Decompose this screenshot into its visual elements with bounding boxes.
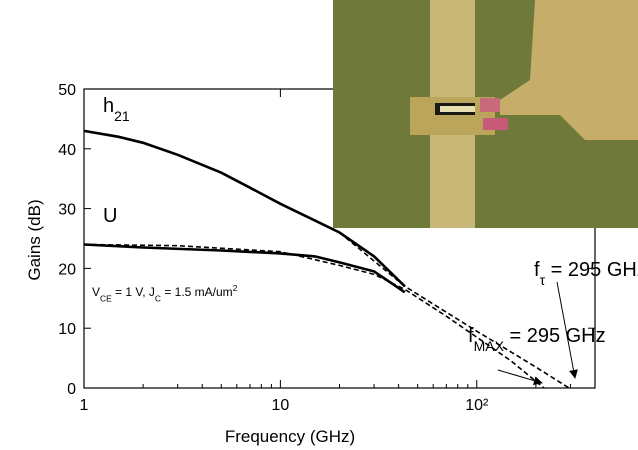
annotation: fMAX = 295 GHz: [468, 325, 606, 354]
annotation: fτ = 295 GHz: [534, 259, 638, 288]
y-tick-label: 40: [58, 142, 76, 159]
y-tick-label: 0: [67, 381, 76, 398]
annotation-part: f: [468, 325, 474, 347]
inset-photo: [333, 0, 638, 228]
y-tick-label: 20: [58, 261, 76, 278]
annotation-part: MAX: [474, 338, 505, 354]
series-line: [83, 129, 406, 288]
annotation-part: C: [155, 293, 161, 303]
x-tick-label: 10: [271, 397, 289, 414]
annotation-part: τ: [540, 272, 546, 288]
annotation-part: f: [534, 259, 540, 281]
annotation-part: 21: [114, 108, 130, 124]
y-tick-label: 50: [58, 82, 76, 99]
annotation: h21: [103, 95, 130, 124]
annotation-part: CE: [100, 293, 112, 303]
y-tick-label: 10: [58, 321, 76, 338]
annotation-part: U: [103, 205, 117, 227]
annotation-part: = 295 GHz: [545, 259, 638, 281]
annotation: VCE = 1 V, JC = 1.5 mA/um2: [92, 283, 238, 303]
annotation-part: h: [103, 95, 114, 117]
annotation-part: V: [92, 285, 100, 299]
series-line: [338, 231, 570, 389]
arrow: [556, 281, 578, 379]
x-axis-label: Frequency (GHz): [225, 427, 355, 446]
series-line: [83, 243, 545, 389]
x-tick-label: 10²: [465, 397, 489, 414]
arrow: [497, 369, 543, 386]
annotation-part: = 1.5 mA/um: [161, 285, 233, 299]
series-line: [83, 243, 406, 294]
plot-area: 0 10 20 30 40 50 1 10 10²: [58, 82, 596, 414]
y-axis-label: Gains (dB): [25, 199, 44, 280]
annotation: U: [103, 205, 117, 227]
annotation-part: = 295 GHz: [504, 325, 606, 347]
y-tick-label: 30: [58, 202, 76, 219]
annotation-part: = 1 V, J: [112, 285, 155, 299]
annotation-part: 2: [233, 283, 238, 293]
x-tick-label: 1: [80, 397, 89, 414]
